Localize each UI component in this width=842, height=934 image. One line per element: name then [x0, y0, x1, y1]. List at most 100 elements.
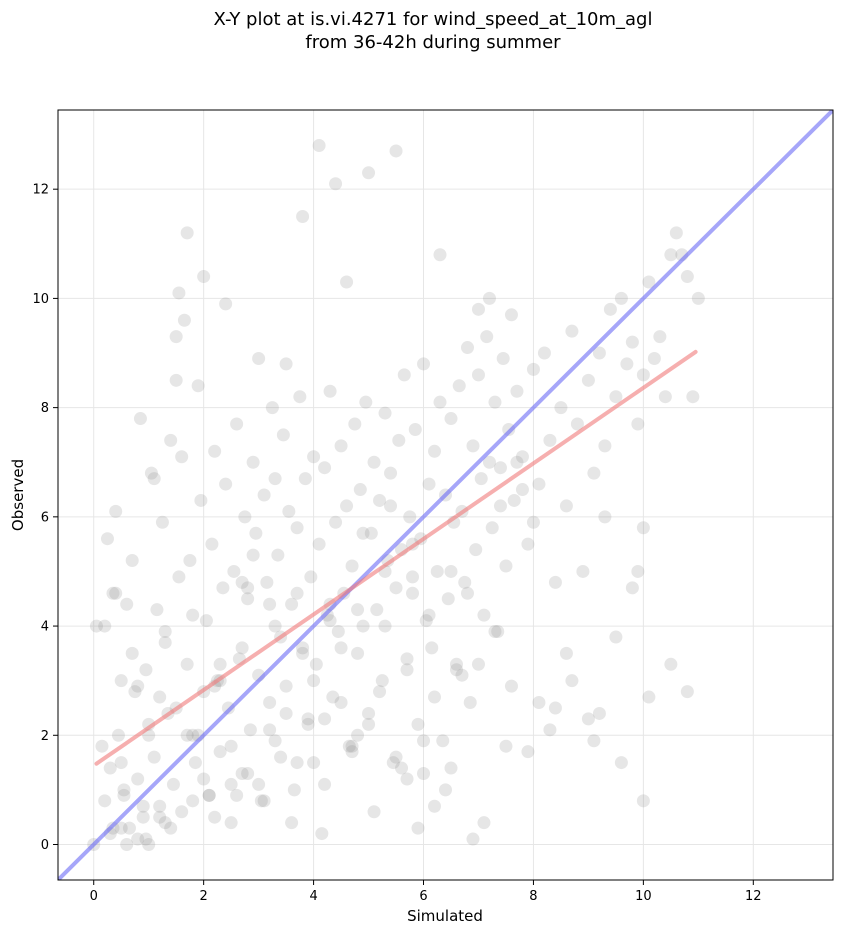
scatter-point [609, 390, 623, 404]
scatter-point [526, 362, 540, 376]
scatter-point [433, 395, 447, 409]
scatter-point [263, 597, 277, 611]
scatter-point [166, 777, 180, 791]
scatter-point [175, 805, 189, 819]
scatter-point [139, 663, 153, 677]
scatter-point [279, 706, 293, 720]
scatter-point [375, 674, 389, 688]
y-axis-label: Observed [9, 459, 27, 531]
scatter-point [216, 581, 230, 595]
scatter-point [249, 526, 263, 540]
scatter-point [406, 586, 420, 600]
scatter-point [515, 483, 529, 497]
scatter-point [395, 761, 409, 775]
scatter-point [312, 138, 326, 152]
scatter-point [504, 679, 518, 693]
scatter-point [254, 794, 268, 808]
scatter-point [323, 614, 337, 628]
scatter-point [301, 712, 315, 726]
scatter-point [125, 554, 139, 568]
scatter-point [98, 619, 112, 633]
scatter-point [117, 788, 131, 802]
scatter-point [439, 783, 452, 797]
scatter-point [188, 756, 202, 770]
x-tick-label: 6 [419, 889, 427, 904]
scatter-point [598, 439, 612, 453]
scatter-point [669, 226, 683, 240]
scatter-point [309, 657, 323, 671]
scatter-point [235, 641, 249, 655]
scatter-point [603, 302, 617, 316]
scatter-point [581, 373, 595, 387]
scatter-point [208, 444, 222, 458]
scatter-point [436, 734, 450, 748]
scatter-point [466, 832, 480, 846]
scatter-point [293, 390, 307, 404]
scatter-point [122, 821, 136, 835]
scatter-point [285, 816, 299, 830]
scatter-point [449, 663, 463, 677]
identity-line [58, 110, 833, 880]
scatter-point [260, 575, 274, 589]
y-tick-label: 12 [32, 183, 49, 198]
scatter-point [172, 286, 186, 300]
scatter-point [359, 395, 373, 409]
scatter-point [136, 799, 150, 813]
scatter-point [136, 810, 150, 824]
scatter-point [147, 472, 161, 486]
scatter-point [417, 767, 431, 781]
scatter-point [543, 433, 557, 447]
scatter-point [213, 745, 227, 759]
scatter-point [180, 226, 194, 240]
scatter-point [106, 586, 120, 600]
scatter-point [378, 406, 392, 420]
scatter-point [252, 777, 266, 791]
scatter-point [422, 608, 436, 622]
scatter-point [263, 723, 277, 737]
scatter-point [625, 335, 639, 349]
scatter-point [348, 417, 362, 431]
scatter-point [318, 777, 332, 791]
scatter-point [400, 663, 414, 677]
scatter-point [296, 641, 310, 655]
scatter-point [246, 548, 260, 562]
scatter-point [559, 499, 573, 513]
scatter-point [686, 390, 700, 404]
scatter-point [353, 483, 367, 497]
scatter-point [202, 788, 216, 802]
scatter-point [548, 575, 562, 589]
scatter-point [400, 772, 414, 786]
scatter-point [296, 646, 310, 660]
scatter-point [521, 745, 535, 759]
scatter-point [469, 543, 483, 557]
scatter-point [466, 439, 480, 453]
scatter-point [117, 783, 131, 797]
scatter-point [257, 794, 271, 808]
scatter-point [587, 734, 601, 748]
scatter-point [334, 641, 348, 655]
scatter-point [587, 466, 601, 480]
scatter-point [142, 838, 156, 852]
scatter-point [224, 739, 238, 753]
scatter-point [554, 401, 568, 415]
scatter-point [95, 739, 109, 753]
scatter-point [455, 668, 469, 682]
scatter-point [397, 368, 411, 382]
scatter-point [175, 450, 189, 464]
scatter-point [114, 756, 128, 770]
scatter-point [543, 723, 557, 737]
scatter-point [238, 510, 252, 524]
scatter-point [636, 521, 650, 535]
scatter-point [98, 794, 112, 808]
scatter-point [180, 657, 194, 671]
scatter-point [636, 794, 650, 808]
scatter-point [548, 701, 562, 715]
scatter-point [474, 472, 488, 486]
scatter-point [103, 761, 117, 775]
scatter-point [389, 144, 403, 158]
scatter-point [205, 537, 219, 551]
scatter-point [631, 417, 645, 431]
scatter-point [120, 838, 134, 852]
